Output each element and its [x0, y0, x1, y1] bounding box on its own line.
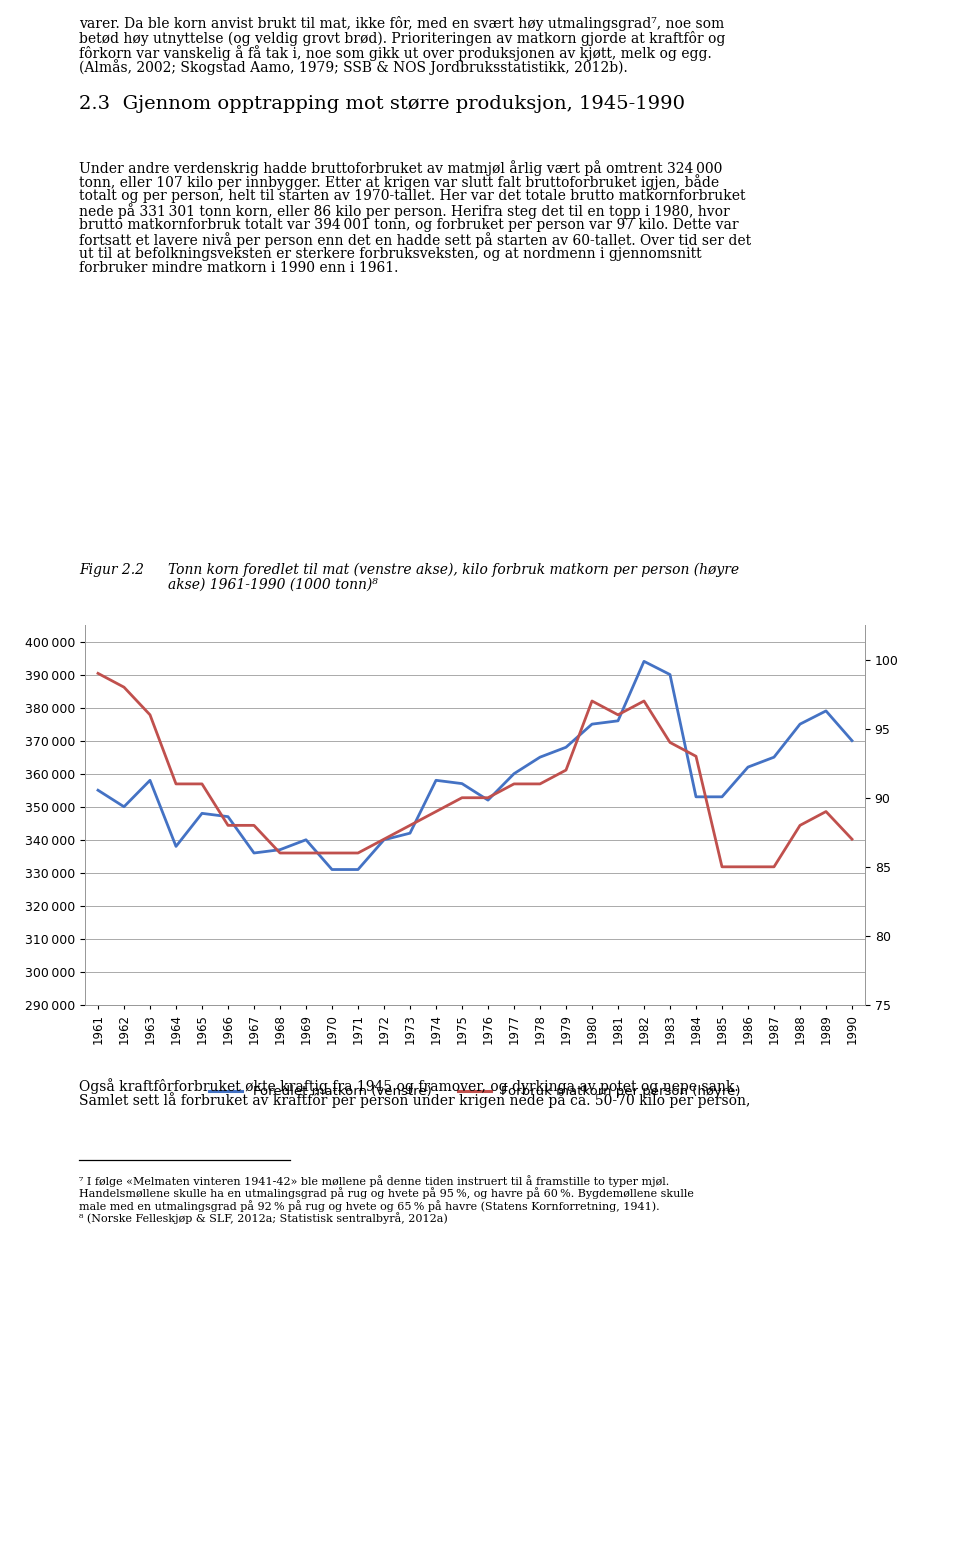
Text: 13: 13: [864, 1534, 881, 1549]
Text: betød høy utnyttelse (og veldig grovt brød). Prioriteringen av matkorn gjorde at: betød høy utnyttelse (og veldig grovt br…: [79, 31, 725, 45]
Text: akse) 1961-1990 (1000 tonn)⁸: akse) 1961-1990 (1000 tonn)⁸: [168, 578, 378, 592]
Text: Også kraftfôrforbruket økte kraftig fra 1945 og framover, og dyrkinga av potet o: Også kraftfôrforbruket økte kraftig fra …: [79, 1079, 738, 1094]
Text: fôrkorn var vanskelig å få tak i, noe som gikk ut over produksjonen av kjøtt, me: fôrkorn var vanskelig å få tak i, noe so…: [79, 45, 711, 61]
Text: (Almås, 2002; Skogstad Aamo, 1979; SSB & NOS Jordbruksstatistikk, 2012b).: (Almås, 2002; Skogstad Aamo, 1979; SSB &…: [79, 59, 628, 75]
Legend: Foredlet matkorn (venstre), Forbruk matkorn per person (høyre): Foredlet matkorn (venstre), Forbruk matk…: [204, 1080, 746, 1104]
Text: tonn, eller 107 kilo per innbygger. Etter at krigen var slutt falt bruttoforbruk: tonn, eller 107 kilo per innbygger. Ette…: [79, 175, 719, 190]
Text: varer. Da ble korn anvist brukt til mat, ikke fôr, med en svært høy utmalingsgra: varer. Da ble korn anvist brukt til mat,…: [79, 16, 724, 31]
Text: Korn og krise. Hvorfor Norge bør starte kornlagring: Korn og krise. Hvorfor Norge bør starte …: [79, 1534, 449, 1549]
Text: Under andre verdenskrig hadde bruttoforbruket av matmjøl årlig vært på omtrent 3: Under andre verdenskrig hadde bruttoforb…: [79, 159, 722, 176]
Text: forbruker mindre matkorn i 1990 enn i 1961.: forbruker mindre matkorn i 1990 enn i 19…: [79, 262, 398, 275]
Text: 2.3  Gjennom opptrapping mot større produksjon, 1945-1990: 2.3 Gjennom opptrapping mot større produ…: [79, 95, 684, 112]
Text: Figur 2.2: Figur 2.2: [79, 564, 144, 578]
Text: ⁷ I følge «Melmaten vinteren 1941-42» ble møllene på denne tiden instruert til å: ⁷ I følge «Melmaten vinteren 1941-42» bl…: [79, 1175, 669, 1186]
Text: ut til at befolkningsveksten er sterkere forbruksveksten, og at nordmenn i gjenn: ut til at befolkningsveksten er sterkere…: [79, 247, 702, 261]
Text: brutto matkornforbruk totalt var 394 001 tonn, og forbruket per person var 97 ki: brutto matkornforbruk totalt var 394 001…: [79, 219, 738, 233]
Text: Samlet sett lå forbruket av kraftfôr per person under krigen nede på ca. 50-70 k: Samlet sett lå forbruket av kraftfôr per…: [79, 1093, 750, 1108]
Text: Tonn korn foredlet til mat (venstre akse), kilo forbruk matkorn per person (høyr: Tonn korn foredlet til mat (venstre akse…: [168, 564, 739, 578]
Text: Handelsmøllene skulle ha en utmalingsgrad på rug og hvete på 95 %, og havre på 6: Handelsmøllene skulle ha en utmalingsgra…: [79, 1188, 693, 1199]
Text: male med en utmalingsgrad på 92 % på rug og hvete og 65 % på havre (Statens Korn: male med en utmalingsgrad på 92 % på rug…: [79, 1200, 660, 1211]
Text: totalt og per person, helt til starten av 1970-tallet. Her var det totale brutto: totalt og per person, helt til starten a…: [79, 189, 745, 203]
Text: nede på 331 301 tonn korn, eller 86 kilo per person. Herifra steg det til en top: nede på 331 301 tonn korn, eller 86 kilo…: [79, 203, 730, 220]
Text: fortsatt et lavere nivå per person enn det en hadde sett på starten av 60-tallet: fortsatt et lavere nivå per person enn d…: [79, 233, 751, 248]
Text: ⁸ (Norske Felleskjøp & SLF, 2012a; Statistisk sentralbyrå, 2012a): ⁸ (Norske Felleskjøp & SLF, 2012a; Stati…: [79, 1213, 447, 1224]
